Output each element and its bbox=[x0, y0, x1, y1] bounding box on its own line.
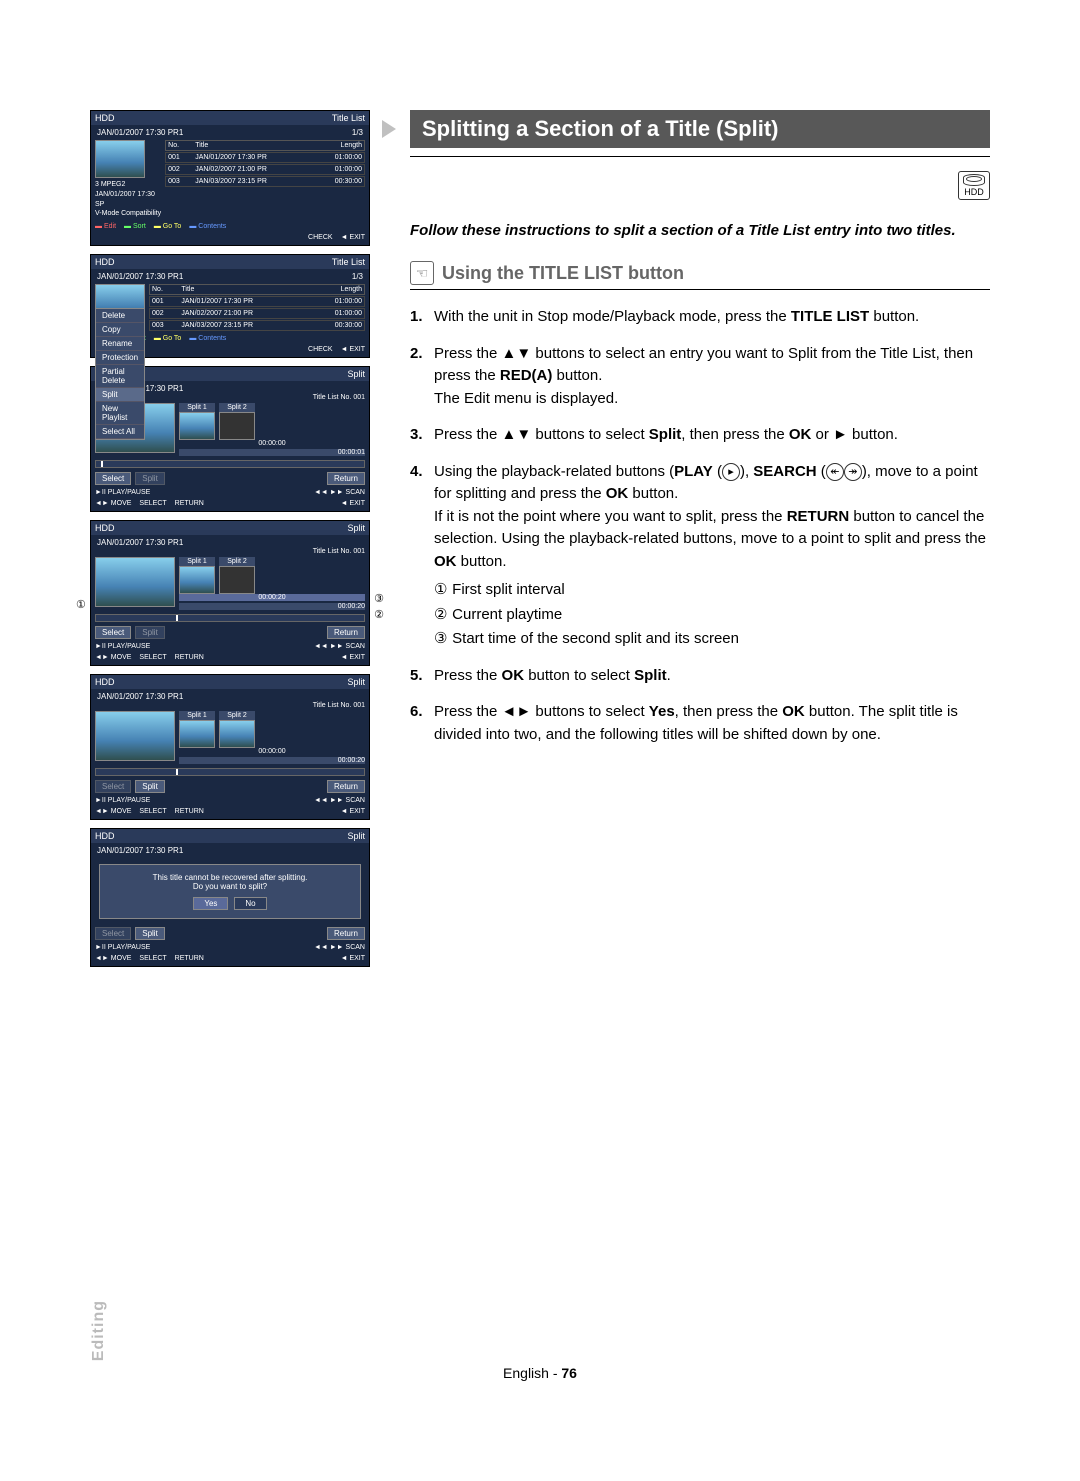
step-1: 1. With the unit in Stop mode/Playback m… bbox=[410, 306, 990, 329]
sub-2: Current playtime bbox=[452, 606, 562, 623]
page-footer: English - 76 bbox=[0, 1365, 1080, 1381]
col-title: Title bbox=[195, 142, 304, 149]
menu-copy: Copy bbox=[96, 323, 144, 337]
meta-codec: 3 MPEG2 bbox=[95, 180, 161, 190]
step-3: 3. Press the ▲▼ buttons to select Split,… bbox=[410, 424, 990, 447]
btn-split: Split bbox=[135, 472, 165, 485]
footer-sort: ▬ Sort bbox=[124, 223, 146, 230]
dialog-text-2: Do you want to split? bbox=[108, 882, 352, 891]
screenshot-split-2: HDD Split JAN/01/2007 17:30 PR1 Title Li… bbox=[90, 520, 370, 666]
footer-check: CHECK bbox=[308, 234, 333, 241]
split1-thumb bbox=[179, 412, 215, 440]
time-current: 00:00:20 bbox=[179, 603, 365, 610]
step-5: 5. Press the OK button to select Split. bbox=[410, 665, 990, 688]
annotation-3: ③ bbox=[374, 592, 384, 605]
menu-select-all: Select All bbox=[96, 425, 144, 439]
edit-menu: Delete Copy Rename Protection Partial De… bbox=[95, 308, 145, 440]
thumbnail-large bbox=[95, 711, 175, 761]
menu-partial-delete: Partial Delete bbox=[96, 365, 144, 388]
timeline bbox=[95, 614, 365, 622]
meta-date: JAN/01/2007 17:30 bbox=[95, 190, 161, 200]
split2-label: Split 2 bbox=[219, 403, 255, 412]
meta-sp: SP bbox=[95, 200, 161, 210]
menu-new-playlist: New Playlist bbox=[96, 402, 144, 425]
table-row: 002 JAN/02/2007 21:00 PR 01:00:00 bbox=[165, 164, 365, 175]
annotation-1: ① bbox=[76, 598, 86, 611]
sub-1: First split interval bbox=[452, 581, 565, 598]
sub-3: Start time of the second split and its s… bbox=[452, 630, 739, 647]
step-2: 2. Press the ▲▼ buttons to select an ent… bbox=[410, 343, 990, 411]
footer-edit: ▬ Edit bbox=[95, 223, 116, 230]
hand-icon: ☜ bbox=[410, 261, 434, 285]
time-start: 00:00:00 bbox=[179, 440, 365, 447]
split1-label: Split 1 bbox=[179, 403, 215, 412]
time-current: 00:00:01 bbox=[179, 449, 365, 456]
menu-rename: Rename bbox=[96, 337, 144, 351]
step-4: 4. Using the playback-related buttons (P… bbox=[410, 461, 990, 651]
table-row: 001 JAN/01/2007 17:30 PR 01:00:00 bbox=[165, 152, 365, 163]
steps-list: 1. With the unit in Stop mode/Playback m… bbox=[410, 306, 990, 746]
table-row: 001 JAN/01/2007 17:30 PR 01:00:00 bbox=[149, 296, 365, 307]
intro-text: Follow these instructions to split a sec… bbox=[410, 220, 990, 241]
timeline bbox=[95, 460, 365, 468]
menu-split: Split bbox=[96, 388, 144, 402]
footer-contents: ▬ Contents bbox=[189, 223, 226, 230]
time-split: 00:00:20 bbox=[179, 594, 365, 601]
btn-return: Return bbox=[327, 472, 365, 485]
dialog-no: No bbox=[234, 897, 266, 910]
sc-date: JAN/01/2007 17:30 PR1 bbox=[97, 128, 183, 137]
table-row: 002 JAN/02/2007 21:00 PR 01:00:00 bbox=[149, 308, 365, 319]
table-row: 003 JAN/03/2007 23:15 PR 00:30:00 bbox=[165, 176, 365, 187]
sc-title: Title List bbox=[332, 113, 365, 123]
footer-exit: ◄ EXIT bbox=[341, 234, 365, 241]
split2-thumb bbox=[219, 412, 255, 440]
side-tab: Editing bbox=[90, 1300, 108, 1361]
footer-goto: ▬ Go To bbox=[154, 223, 182, 230]
sc-page-frac: 1/3 bbox=[352, 128, 363, 137]
dialog-text-1: This title cannot be recovered after spl… bbox=[108, 873, 352, 882]
section-title: Splitting a Section of a Title (Split) bbox=[410, 110, 990, 148]
annotation-2: ② bbox=[374, 608, 384, 621]
screenshot-split-3: HDD Split JAN/01/2007 17:30 PR1 Title Li… bbox=[90, 674, 370, 820]
subsection-title: Using the TITLE LIST button bbox=[442, 263, 684, 284]
thumbnail bbox=[95, 140, 145, 178]
table-row: 003 JAN/03/2007 23:15 PR 00:30:00 bbox=[149, 320, 365, 331]
step-6: 6. Press the ◄► buttons to select Yes, t… bbox=[410, 701, 990, 746]
menu-protection: Protection bbox=[96, 351, 144, 365]
timeline bbox=[95, 768, 365, 776]
btn-select: Select bbox=[95, 472, 131, 485]
confirm-dialog: This title cannot be recovered after spl… bbox=[99, 864, 361, 919]
screenshot-title-list: HDD Title List JAN/01/2007 17:30 PR1 1/3… bbox=[90, 110, 370, 246]
hdd-icon: HDD bbox=[410, 171, 990, 200]
screenshot-split-confirm: HDD Split JAN/01/2007 17:30 PR1 This tit… bbox=[90, 828, 370, 967]
menu-delete: Delete bbox=[96, 309, 144, 323]
sc-hdd-label: HDD bbox=[95, 113, 115, 123]
col-length: Length bbox=[304, 142, 362, 149]
dialog-yes: Yes bbox=[193, 897, 228, 910]
screenshot-edit-menu: HDD Title List JAN/01/2007 17:30 PR1 1/3… bbox=[90, 254, 370, 358]
meta-vmode: V-Mode Compatibility bbox=[95, 209, 161, 219]
col-no: No. bbox=[168, 142, 195, 149]
thumbnail-large bbox=[95, 557, 175, 607]
